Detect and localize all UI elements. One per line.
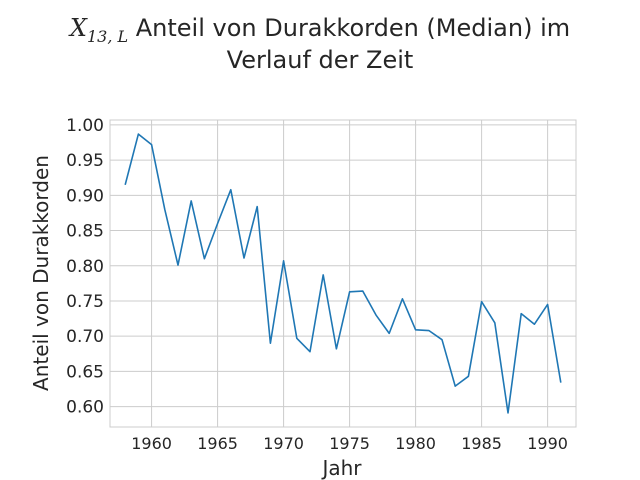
- y-tick-label: 0.75: [66, 292, 104, 312]
- y-tick-label: 0.90: [66, 186, 104, 206]
- series-line: [124, 133, 562, 414]
- chart-title-line-2: Verlauf der Zeit: [226, 46, 414, 74]
- plot-frame: [109, 119, 577, 428]
- y-tick-label: 0.95: [66, 151, 104, 171]
- x-tick-label: 1970: [263, 434, 304, 453]
- x-tick-label: 1975: [329, 434, 370, 453]
- x-tick-label: 1980: [395, 434, 436, 453]
- y-axis-label: Anteil von Durakkorden: [29, 155, 53, 391]
- x-tick-label: 1960: [131, 434, 172, 453]
- title-text-line-1: Anteil von Durakkorden (Median) im: [135, 14, 571, 42]
- chart-title-line-1: X13, L Anteil von Durakkorden (Median) i…: [0, 14, 640, 46]
- x-tick-labels: 1960 1965 1970 1975 1980 1985 1990: [131, 434, 568, 453]
- y-tick-labels: 0.60 0.65 0.70 0.75 0.80 0.85 0.90 0.95 1.00: [66, 116, 104, 418]
- x-tick-label: 1985: [461, 434, 502, 453]
- y-tick-label: 0.65: [66, 362, 104, 382]
- y-tick-label: 0.80: [66, 257, 104, 277]
- x-tick-label: 1990: [527, 434, 568, 453]
- title-math-variable: X13, L: [69, 14, 129, 46]
- x-tick-label: 1965: [197, 434, 238, 453]
- grid-lines: [110, 120, 576, 427]
- y-tick-label: 0.60: [66, 398, 104, 418]
- y-tick-label: 0.85: [66, 222, 104, 242]
- y-tick-label: 1.00: [66, 116, 104, 136]
- y-tick-label: 0.70: [66, 327, 104, 347]
- x-axis-label: Jahr: [320, 456, 362, 480]
- series-layer: [124, 133, 562, 414]
